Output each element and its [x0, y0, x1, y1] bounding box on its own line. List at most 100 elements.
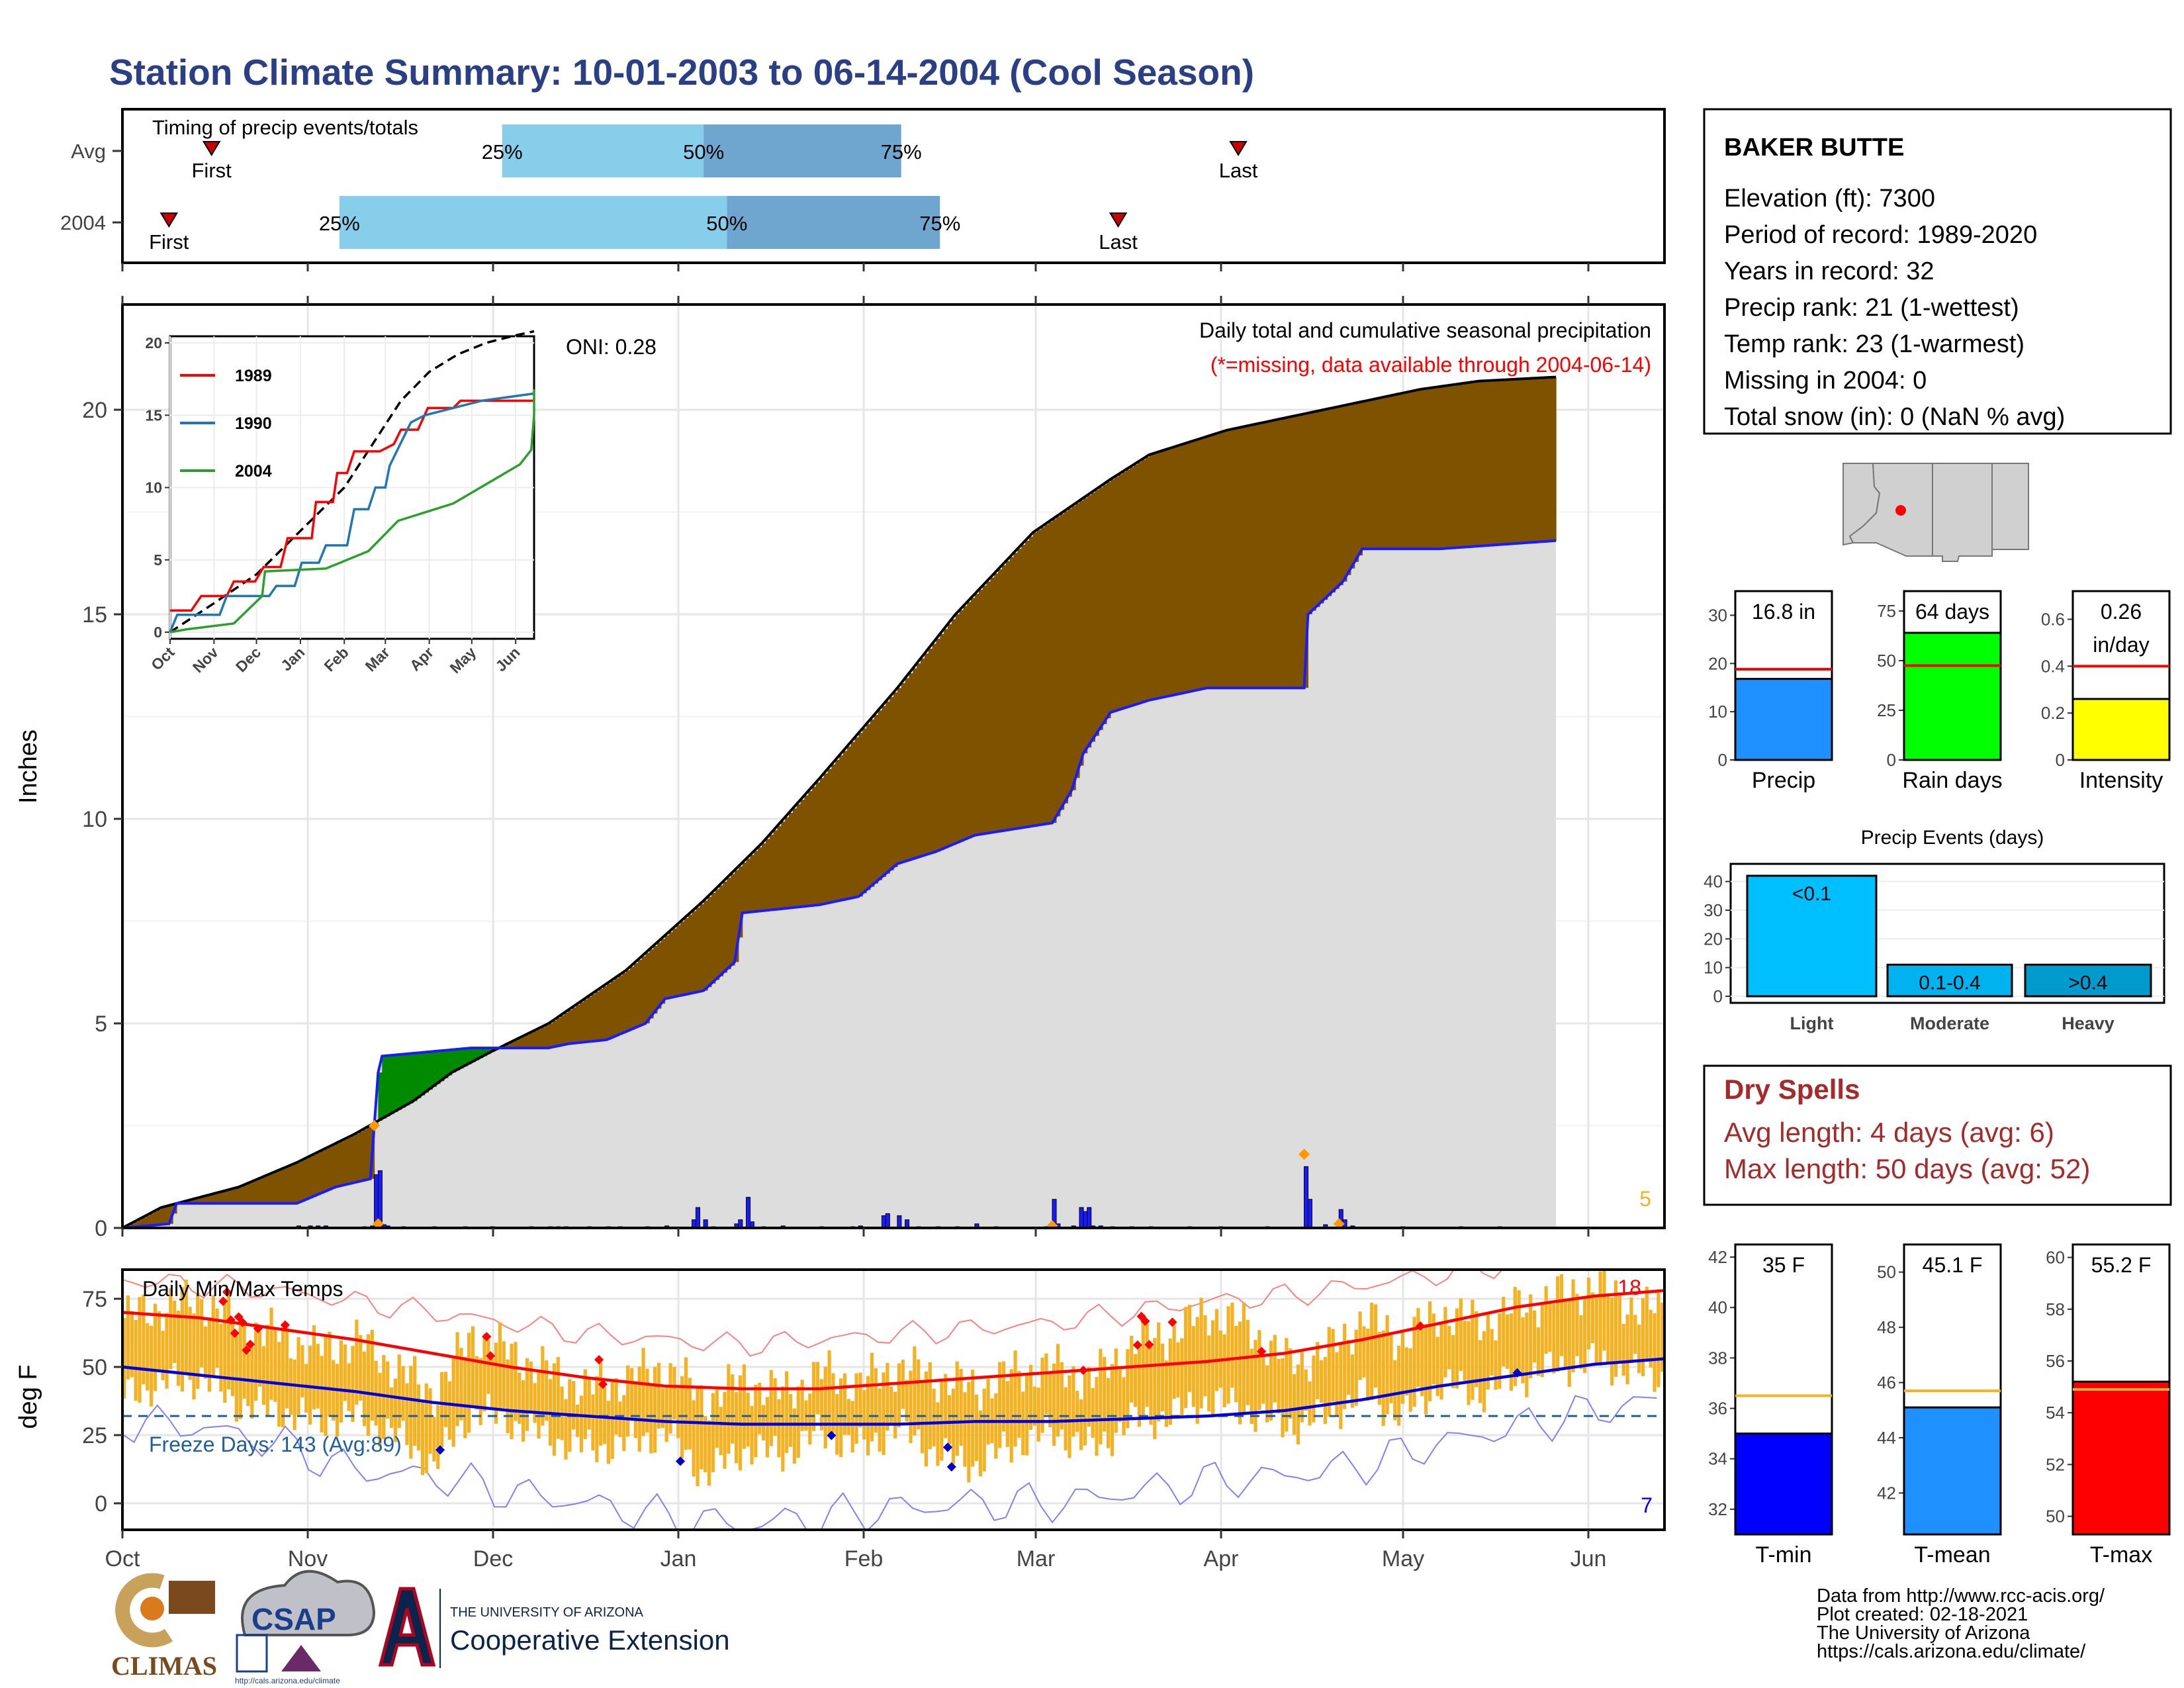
events-bar-label: <0.1	[1792, 883, 1831, 905]
cumulative-diff-segment	[1032, 532, 1038, 826]
cumulative-diff-segment	[1184, 444, 1189, 693]
footer-line-created: Plot created: 02-18-2021	[1817, 1604, 2028, 1625]
daily-temp-range-bar	[312, 1325, 316, 1409]
cumulative-year-line	[122, 539, 1557, 1228]
summary-value-label: 64 days	[1915, 600, 1989, 624]
cumulative-diff-segment	[242, 1185, 247, 1203]
daily-temp-range-bar	[401, 1366, 405, 1421]
temp-ytick-label: 75	[82, 1287, 107, 1312]
daily-temp-range-bar	[1289, 1348, 1293, 1419]
daily-temp-range-bar	[657, 1362, 661, 1429]
cumulative-diff-segment	[1517, 379, 1522, 543]
cumulative-diff-segment	[1226, 430, 1231, 688]
daily-precip-bar	[1083, 1211, 1088, 1228]
daily-temp-range-bar	[1319, 1360, 1324, 1403]
cumulative-diff-segment	[1137, 462, 1142, 704]
daily-temp-range-bar	[572, 1381, 576, 1430]
record-high-marker	[242, 1345, 251, 1355]
temp-ylabel: deg F	[15, 1364, 42, 1429]
daily-temp-range-bar	[610, 1380, 614, 1459]
cumulative-diff-segment	[986, 581, 991, 833]
cumulative-diff-segment	[525, 1035, 530, 1049]
daily-temp-range-bar	[1509, 1313, 1514, 1391]
cumulative-diff-segment	[355, 1133, 359, 1183]
daily-temp-range-bar	[1149, 1347, 1153, 1425]
precip-panel-subtitle: (*=missing, data available through 2004-…	[1210, 353, 1651, 377]
cumulative-diff-segment	[467, 1048, 472, 1064]
daily-temp-range-bar	[223, 1303, 227, 1403]
daily-temp-range-bar	[1563, 1300, 1567, 1369]
month-label-mar: Mar	[1017, 1546, 1056, 1571]
cumulative-diff-segment	[1362, 401, 1367, 549]
cumulative-diff-segment	[886, 701, 890, 874]
daily-temp-range-bar	[1649, 1309, 1653, 1368]
daily-temp-range-bar	[545, 1360, 549, 1421]
timing-label: Timing of precip events/totals	[152, 116, 418, 139]
daily-temp-range-bar	[974, 1394, 979, 1462]
timing-last-label: Last	[1219, 159, 1258, 182]
cumulative-diff-segment	[649, 949, 654, 1019]
cumulative-diff-segment	[1087, 495, 1092, 748]
daily-temp-range-bar	[893, 1391, 897, 1438]
record-high-marker	[246, 1339, 255, 1349]
cumulative-diff-segment	[1068, 508, 1072, 797]
daily-temp-range-bar	[157, 1311, 161, 1370]
cumulative-diff-segment	[362, 1129, 367, 1181]
daily-temp-range-bar	[769, 1370, 773, 1446]
daily-temp-range-bar	[723, 1391, 727, 1469]
cumulative-diff-segment	[416, 1053, 422, 1099]
record-high-marker	[486, 1351, 496, 1361]
summary-ytick-label: 56	[2046, 1351, 2065, 1371]
daily-temp-range-bar	[754, 1384, 758, 1458]
summary-ytick-label: 10	[1708, 702, 1727, 722]
cumulative-diff-segment	[351, 1135, 355, 1184]
cumulative-diff-segment	[1164, 449, 1169, 697]
events-ytick-label: 10	[1704, 958, 1723, 978]
daily-precip-bar	[1304, 1166, 1309, 1228]
daily-temp-range-bar	[746, 1393, 750, 1447]
cumulative-diff-segment	[277, 1170, 282, 1203]
cumulative-diff-segment	[711, 893, 716, 984]
daily-temp-range-bar	[1075, 1391, 1079, 1432]
dry-spells-frame	[1703, 1064, 2172, 1206]
cumulative-diff-segment	[618, 975, 623, 1035]
daily-temp-range-bar	[668, 1363, 672, 1434]
daily-temp-range-bar	[1416, 1307, 1420, 1387]
daily-temp-range-bar	[393, 1378, 397, 1442]
daily-temp-range-bar	[947, 1395, 952, 1445]
cumulative-diff-segment	[1141, 459, 1146, 703]
cumulative-diff-segment	[1319, 410, 1324, 604]
precip-events-content: 0 10 20 30 40 <0.1 Light 0.1-0.4 Moderate >0.4 Hea…	[1704, 872, 2164, 1033]
daily-temp-range-bar	[459, 1348, 463, 1421]
daily-temp-range-bar	[1265, 1365, 1269, 1423]
inset-ytick-label: 5	[154, 551, 162, 569]
daily-temp-range-bar	[463, 1356, 467, 1438]
daily-temp-range-bar	[308, 1345, 312, 1425]
summary-value-bar	[1734, 678, 1833, 761]
daily-temp-range-bar	[1475, 1311, 1479, 1387]
daily-temp-range-bar	[494, 1342, 498, 1424]
cumulative-diff-segment	[1443, 386, 1448, 549]
summary-ytick-label: 60	[2046, 1248, 2065, 1268]
summary-ytick-label: 36	[1708, 1399, 1727, 1419]
daily-temp-range-bar	[707, 1420, 711, 1486]
daily-precip-bar	[1307, 1199, 1312, 1228]
cumulative-diff-segment	[428, 1051, 433, 1090]
daily-temp-range-bar	[1617, 1295, 1621, 1362]
daily-temp-range-bar	[998, 1362, 1002, 1448]
cumulative-diff-segment	[405, 1054, 410, 1106]
daily-temp-range-bar	[878, 1388, 882, 1452]
daily-temp-range-bar	[978, 1410, 982, 1477]
daily-temp-range-bar	[1567, 1298, 1571, 1387]
daily-temp-range-bar	[1230, 1302, 1234, 1388]
daily-temp-range-bar	[951, 1388, 956, 1464]
daily-temp-range-bar	[552, 1363, 557, 1456]
daily-temp-range-bar	[1133, 1354, 1138, 1407]
cumulative-diff-segment	[1482, 381, 1487, 546]
cumulative-diff-segment	[1048, 522, 1053, 824]
cumulative-diff-segment	[905, 678, 910, 862]
station-info-frame	[1703, 108, 2172, 435]
inset-legend-label: 1989	[235, 367, 272, 385]
cumulative-diff-segment	[998, 569, 1003, 832]
